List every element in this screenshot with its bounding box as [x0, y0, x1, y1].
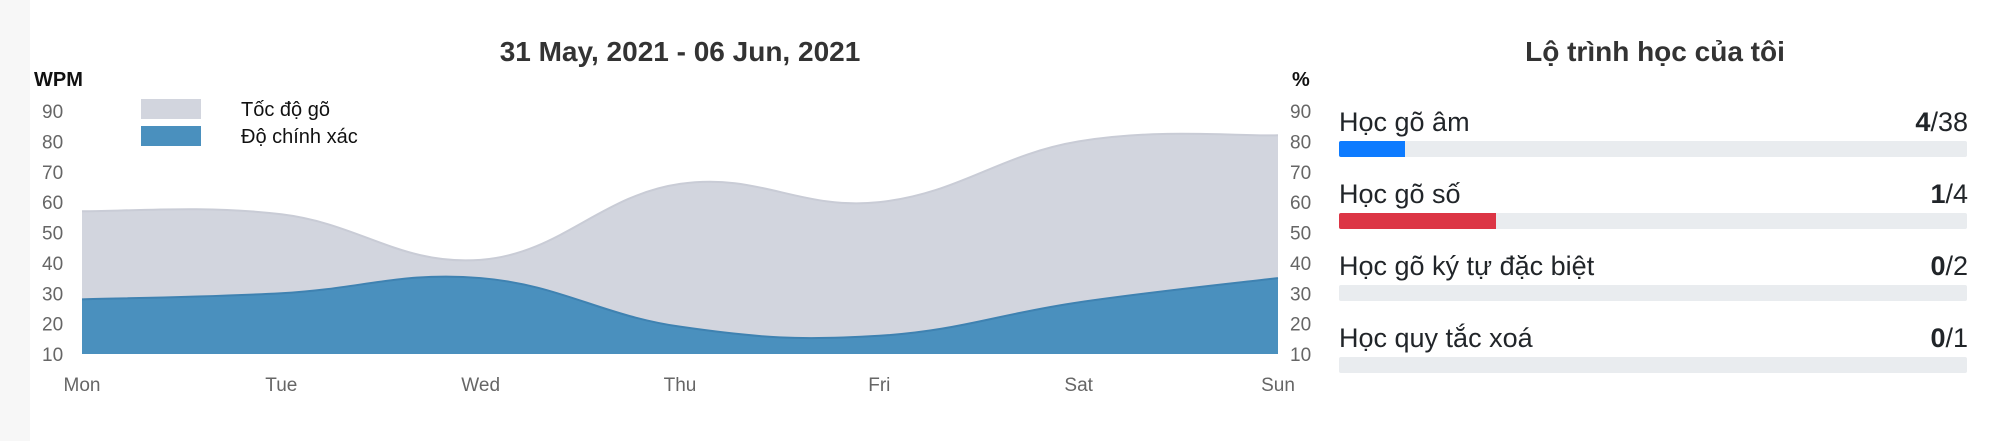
- x-axis-tick-label: Fri: [868, 375, 890, 396]
- right-axis-tick-label: 30: [1290, 284, 1311, 305]
- course-progress-fill: [1339, 213, 1496, 229]
- learning-path-panel: Lộ trình học của tôi Học gõ âm 4/38 Học …: [1338, 0, 1972, 441]
- left-axis-tick-label: 10: [42, 345, 63, 366]
- course-progress-bar: [1339, 141, 1967, 157]
- right-axis-tick-label: 40: [1290, 254, 1311, 275]
- course-progress-count: 0/1: [1930, 323, 1968, 353]
- course-progress-bar: [1339, 285, 1967, 301]
- course-name: Học gõ ký tự đặc biệt: [1339, 251, 1595, 281]
- course-progress-count: 4/38: [1915, 107, 1968, 137]
- legend-swatch-1: [141, 126, 201, 146]
- right-axis-tick-label: 20: [1290, 315, 1311, 336]
- course-row-special-chars[interactable]: Học gõ ký tự đặc biệt 0/2: [1338, 251, 1968, 313]
- right-axis-label: %: [1292, 69, 1310, 91]
- right-axis-tick-label: 10: [1290, 345, 1311, 366]
- course-progress-count: 1/4: [1930, 179, 1968, 209]
- x-axis-tick-label: Sun: [1261, 375, 1295, 396]
- legend-label-0: Tốc độ gõ: [241, 99, 330, 121]
- course-row-delete-rules[interactable]: Học quy tắc xoá 0/1: [1338, 323, 1968, 385]
- series-line-0: [81, 132, 1279, 262]
- course-progress-fill: [1339, 141, 1405, 157]
- left-axis-tick-label: 80: [42, 132, 63, 153]
- series-line-1: [81, 275, 1279, 340]
- course-progress-bar: [1339, 213, 1967, 229]
- legend-swatch-0: [141, 99, 201, 119]
- left-axis-tick-label: 40: [42, 254, 63, 275]
- course-progress-bar: [1339, 357, 1967, 373]
- right-axis-tick-label: 60: [1290, 193, 1311, 214]
- course-name: Học quy tắc xoá: [1339, 323, 1533, 353]
- x-axis-tick-label: Tue: [265, 375, 297, 396]
- left-axis-tick-label: 20: [42, 315, 63, 336]
- x-axis-tick-label: Sat: [1064, 375, 1093, 396]
- right-axis-tick-label: 50: [1290, 224, 1311, 245]
- x-axis-tick-label: Wed: [461, 375, 500, 396]
- left-axis-tick-label: 50: [42, 224, 63, 245]
- series-area-1: [82, 276, 1278, 354]
- course-progress-count: 0/2: [1930, 251, 1968, 281]
- left-axis-tick-label: 60: [42, 193, 63, 214]
- x-axis-tick-label: Thu: [664, 375, 697, 396]
- course-row-sound[interactable]: Học gõ âm 4/38: [1338, 107, 1968, 169]
- weekly-chart-panel: WPM 10 20 30 40 50 60 70 80 90% 10 20 30 40 50 60 70 80 90…: [30, 0, 1330, 441]
- right-axis-tick-label: 90: [1290, 102, 1311, 123]
- course-name: Học gõ âm: [1339, 107, 1470, 137]
- left-gutter: [0, 0, 30, 441]
- x-axis-tick-label: Mon: [64, 375, 101, 396]
- left-axis-tick-label: 30: [42, 284, 63, 305]
- weekly-typing-chart: WPM 10 20 30 40 50 60 70 80 90% 10 20 30 40 50 60 70 80 90…: [34, 69, 1311, 396]
- chart-title: 31 May, 2021 - 06 Jun, 2021: [499, 36, 861, 67]
- right-axis-tick-label: 70: [1290, 163, 1311, 184]
- course-row-numbers[interactable]: Học gõ số 1/4: [1338, 179, 1968, 241]
- left-axis-tick-label: 90: [42, 102, 63, 123]
- left-axis-label: WPM: [34, 69, 83, 91]
- left-axis-tick-label: 70: [42, 163, 63, 184]
- legend-label-1: Độ chính xác: [241, 126, 358, 148]
- course-name: Học gõ số: [1339, 179, 1461, 209]
- learning-path-title: Lộ trình học của tôi: [1525, 36, 1785, 67]
- right-axis-tick-label: 80: [1290, 132, 1311, 153]
